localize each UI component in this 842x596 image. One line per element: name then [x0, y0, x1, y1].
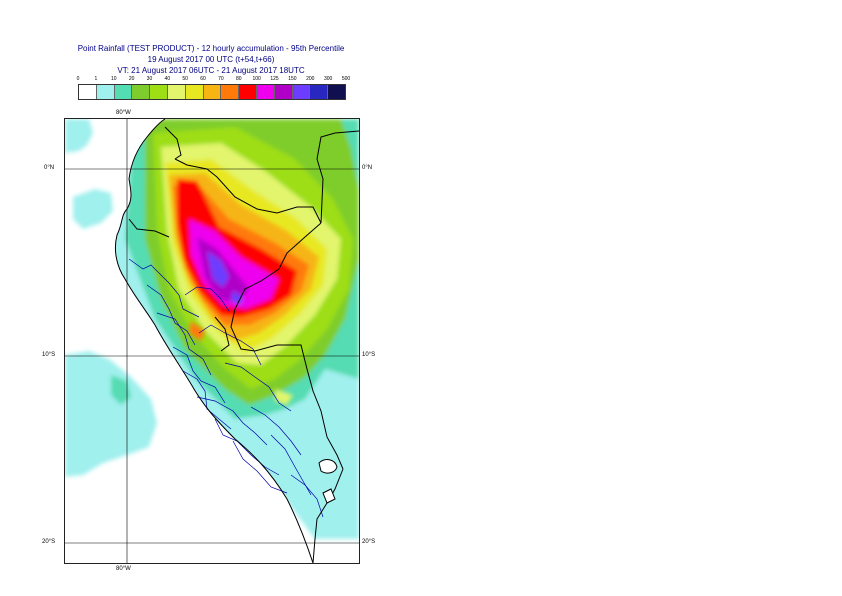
legend-swatch — [132, 85, 151, 99]
legend-swatch — [274, 85, 293, 99]
lon-label-top-outer: 80°W — [116, 110, 131, 116]
lat-label-left-0: 0°N — [44, 165, 55, 171]
legend-tick-label: 125 — [270, 76, 279, 82]
legend-swatch — [292, 85, 311, 99]
map-title-line-2: 19 August 2017 00 UTC (t+54,t+66) — [147, 55, 275, 64]
legend-tick-label: 500 — [341, 76, 351, 82]
legend-tick-label: 1 — [94, 76, 98, 82]
legend-tick-label: 150 — [288, 76, 297, 82]
legend-swatch — [328, 85, 345, 99]
map-canvas — [65, 119, 359, 563]
lake-titicaca — [318, 459, 338, 474]
peru-brazil-border — [230, 222, 344, 470]
lon-label-bottom: 80°W — [116, 566, 131, 572]
map-title-line-3: VT: 21 August 2017 06UTC - 21 August 201… — [117, 66, 305, 75]
legend-swatch — [114, 85, 133, 99]
legend-tick-label: 40 — [164, 76, 171, 82]
color-legend: 0 1 10 20 30 40 50 60 70 80 100 125 150 200 300 500 — [76, 76, 350, 102]
lat-label-right-0: 0°N — [362, 165, 373, 171]
lat-label-right-10s: 10°S — [362, 352, 376, 358]
legend-tick-label: 100 — [252, 76, 261, 82]
graticule — [65, 119, 359, 563]
legend-tick-label: 30 — [146, 76, 153, 82]
rainfall-map: 80°W — [64, 118, 360, 564]
legend-swatch — [167, 85, 186, 99]
map-title-line-1: Point Rainfall (TEST PRODUCT) - 12 hourl… — [77, 44, 345, 53]
legend-tick-label: 300 — [323, 76, 333, 82]
legend-tick-label: 20 — [128, 76, 135, 82]
ocean-rainfall-layer — [65, 119, 157, 477]
legend-tick-label: 0 — [76, 76, 80, 82]
legend-swatch — [185, 85, 204, 99]
legend-swatch — [203, 85, 222, 99]
coastline — [114, 119, 314, 563]
legend-swatch — [150, 85, 168, 99]
legend-tick-label: 70 — [218, 76, 224, 82]
legend-swatch — [310, 85, 329, 99]
interior-border-b — [128, 218, 170, 238]
legend-swatch — [239, 85, 257, 99]
bolivia-lake — [322, 488, 336, 504]
legend-swatch — [256, 85, 275, 99]
interior-border-a — [164, 126, 182, 160]
lat-label-left-10s: 10°S — [42, 352, 56, 358]
country-borders — [114, 119, 359, 563]
legend-swatch — [221, 85, 240, 99]
legend-tick-label: 200 — [306, 76, 315, 82]
peru-bolivia-border — [312, 468, 344, 563]
legend-tick-label: 80 — [236, 76, 242, 82]
legend-swatch — [79, 85, 97, 99]
legend-tick-label: 10 — [110, 76, 117, 82]
lat-label-left-20s: 20°S — [42, 539, 56, 545]
legend-swatch — [96, 85, 115, 99]
legend-tick-label: 50 — [182, 76, 188, 82]
colombia-border — [316, 130, 359, 224]
interior-border-c — [214, 316, 230, 352]
region-boundaries — [128, 258, 324, 518]
legend-tick-label: 60 — [200, 76, 206, 82]
ecuador-border — [174, 158, 322, 224]
lat-label-right-20s: 20°S — [362, 539, 376, 545]
legend-swatches — [78, 84, 346, 100]
